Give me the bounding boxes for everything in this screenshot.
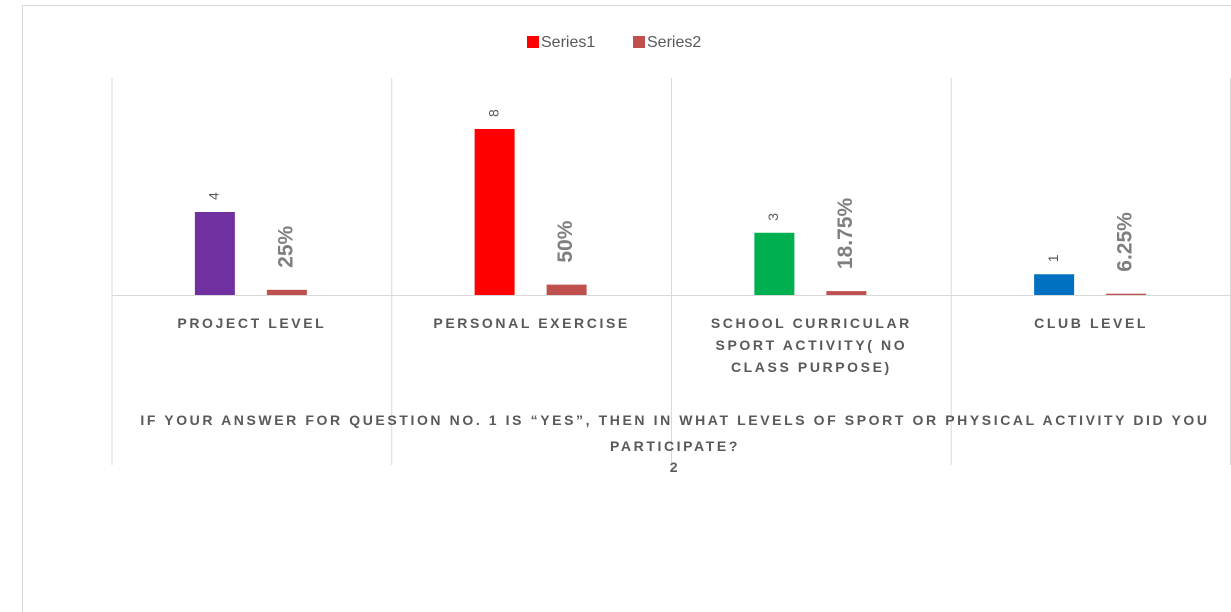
axis-subtitle: 2 <box>669 459 681 475</box>
data-label: 4 <box>206 192 222 200</box>
x-tick-label: SCHOOL CURRICULAR SPORT ACTIVITY( NO CLA… <box>710 315 912 375</box>
legend-swatch <box>527 36 539 48</box>
bar <box>1034 274 1075 295</box>
data-label: 25% <box>274 225 297 267</box>
data-label: 8 <box>485 109 501 117</box>
data-label: 3 <box>765 213 781 221</box>
x-tick-label: PERSONAL EXERCISE <box>433 315 630 331</box>
legend-label: Series2 <box>647 34 701 51</box>
data-label: 6.25% <box>1114 212 1137 272</box>
x-tick-label: CLUB LEVEL <box>1034 315 1149 331</box>
axis-title: IF YOUR ANSWER FOR QUESTION NO. 1 IS “YE… <box>140 412 1210 454</box>
bar <box>194 212 235 295</box>
bar <box>266 289 307 295</box>
bar <box>1106 293 1147 295</box>
legend-swatch <box>633 36 645 48</box>
legend-label: Series1 <box>541 34 595 51</box>
x-tick-label: PROJECT LEVEL <box>177 315 327 331</box>
data-label: 50% <box>554 220 577 262</box>
bar <box>474 129 515 295</box>
data-label: 1 <box>1045 254 1061 262</box>
bar <box>546 284 587 295</box>
bar <box>754 232 795 295</box>
data-label: 18.75% <box>834 198 857 270</box>
bar <box>826 291 867 295</box>
